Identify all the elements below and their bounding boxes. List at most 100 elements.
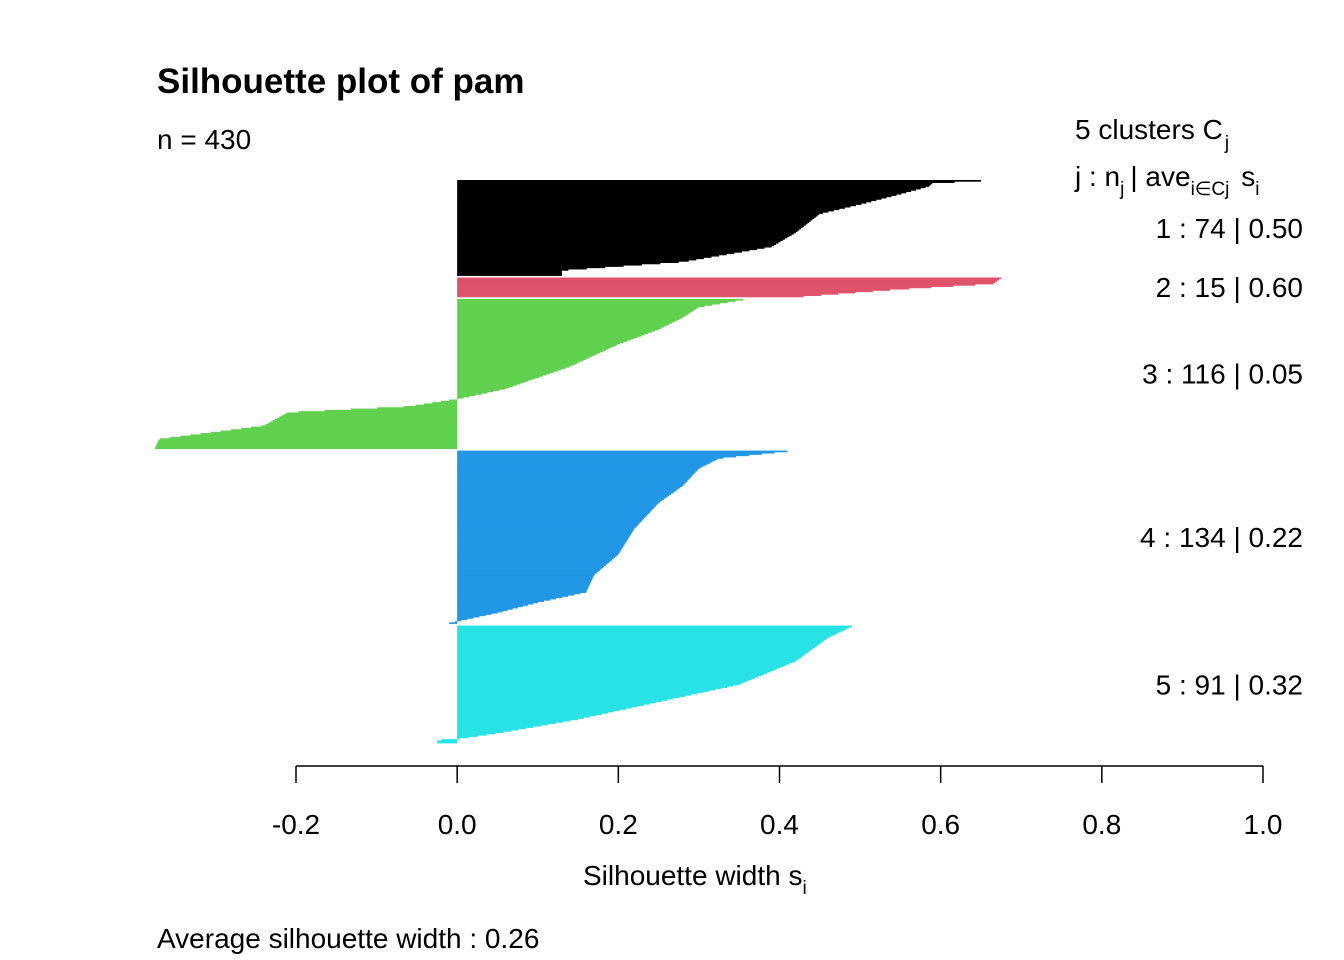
silhouette-bar: [457, 578, 593, 581]
silhouette-bar: [457, 608, 513, 610]
silhouette-bar: [457, 376, 540, 379]
silhouette-bar: [457, 204, 856, 207]
silhouette-bar: [457, 543, 625, 546]
x-axis-label: Silhouette width si: [583, 860, 807, 899]
cluster-5-bars: [437, 625, 853, 744]
silhouette-bar: [457, 724, 541, 727]
silhouette-bar: [457, 666, 780, 669]
silhouette-bar: [457, 232, 794, 235]
silhouette-bar: [457, 695, 686, 697]
silhouette-bar: [457, 283, 976, 286]
silhouette-bar: [377, 407, 458, 409]
silhouette-bar: [457, 319, 678, 322]
silhouette-bar: [457, 189, 916, 191]
silhouette-bar: [457, 396, 464, 399]
silhouette-bar: [457, 643, 819, 646]
silhouette-bar: [457, 568, 602, 570]
silhouette-bars: [154, 180, 1002, 744]
silhouette-bar: [457, 733, 487, 736]
silhouette-bar: [457, 531, 632, 534]
silhouette-bar: [457, 556, 616, 559]
silhouette-bar: [457, 201, 867, 204]
silhouette-bar: [457, 338, 631, 341]
silhouette-bar: [457, 459, 715, 462]
silhouette-bar: [457, 478, 689, 481]
silhouette-bar: [457, 384, 517, 386]
x-tick-label: 1.0: [1244, 809, 1283, 840]
cluster-5-label: 5 : 91 | 0.32: [1156, 669, 1303, 700]
silhouette-bar: [457, 183, 931, 186]
silhouette-bar: [457, 307, 697, 310]
silhouette-bar: [457, 617, 474, 619]
silhouette-bar: [457, 587, 588, 590]
silhouette-bar: [457, 281, 996, 284]
silhouette-bar: [457, 533, 632, 535]
x-tick-label: 0.4: [760, 809, 799, 840]
silhouette-bar: [457, 213, 820, 216]
silhouette-bar: [457, 191, 907, 194]
silhouette-bar: [457, 673, 765, 675]
silhouette-bar: [457, 331, 652, 333]
silhouette-bar: [457, 250, 742, 253]
silhouette-bar: [457, 472, 695, 475]
silhouette-bar: [457, 378, 532, 381]
silhouette-bar: [457, 517, 644, 520]
silhouette-bar: [457, 369, 558, 372]
silhouette-bar: [457, 475, 693, 477]
silhouette-bar: [457, 569, 600, 572]
silhouette-bar: [457, 394, 476, 397]
silhouette-bar: [457, 315, 685, 318]
silhouette-bar: [457, 199, 877, 202]
silhouette-bar: [457, 257, 704, 260]
silhouette-bar: [457, 490, 675, 493]
silhouette-bar: [457, 502, 659, 504]
silhouette-bar: [457, 380, 528, 382]
silhouette-bar: [457, 222, 808, 225]
silhouette-bar: [457, 540, 627, 543]
silhouette-bar: [457, 295, 804, 298]
silhouette-bar: [210, 431, 458, 434]
silhouette-bar: [457, 293, 839, 295]
silhouette-bar: [457, 593, 575, 596]
silhouette-bar: [457, 499, 663, 502]
silhouette-bar: [457, 534, 631, 537]
silhouette-bar: [457, 528, 635, 530]
silhouette-bar: [457, 258, 697, 261]
silhouette-bar: [457, 365, 570, 368]
silhouette-bar: [457, 466, 703, 468]
silhouette-bar: [457, 345, 615, 348]
silhouette-bar: [457, 727, 526, 730]
silhouette-bar: [457, 493, 672, 495]
silhouette-bar: [457, 713, 602, 716]
silhouette-bar: [457, 205, 851, 208]
silhouette-bar: [457, 185, 930, 187]
silhouette-bar: [457, 346, 612, 349]
silhouette-bar: [457, 468, 699, 471]
silhouette-bar: [457, 263, 642, 266]
silhouette-bar: [457, 231, 796, 234]
silhouette-bar: [457, 726, 534, 728]
silhouette-bar: [457, 252, 735, 254]
silhouette-bar: [457, 266, 606, 269]
silhouette-bar: [457, 584, 590, 587]
silhouette-bar: [457, 337, 635, 340]
silhouette-bar: [455, 620, 458, 623]
silhouette-bar: [440, 400, 458, 403]
silhouette-bar: [457, 227, 801, 230]
silhouette-bar: [457, 565, 605, 568]
silhouette-bar: [457, 207, 845, 209]
silhouette-bar: [457, 286, 932, 289]
silhouette-bar: [457, 377, 536, 380]
cluster-2-label: 2 : 15 | 0.60: [1156, 272, 1303, 303]
silhouette-bar: [457, 198, 882, 200]
silhouette-bar: [261, 425, 458, 428]
silhouette-bar: [457, 509, 652, 512]
silhouette-bar: [457, 382, 521, 385]
silhouette-bar: [457, 657, 800, 660]
silhouette-bar: [457, 190, 912, 193]
x-axis-ticks: -0.2 0.0 0.2 0.4 0.6 0.8 1.0: [272, 766, 1283, 840]
silhouette-bar: [457, 609, 508, 612]
silhouette-bar: [457, 647, 814, 650]
silhouette-bar: [457, 196, 887, 199]
silhouette-bar: [457, 277, 1002, 280]
